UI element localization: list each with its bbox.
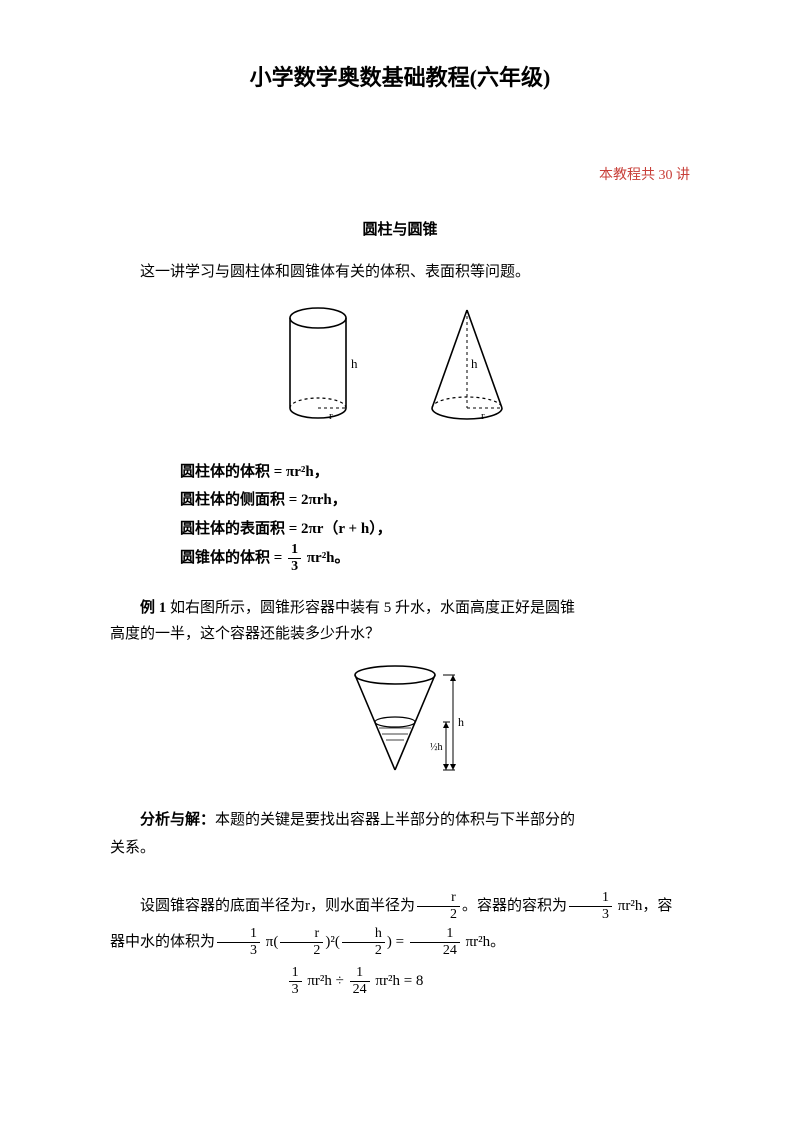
example-1: 例 1 如右图所示，圆锥形容器中装有 5 升水，水面高度正好是圆锥 (110, 596, 690, 620)
cone-h-label: h (471, 356, 478, 371)
analysis-label: 分析与解： (140, 812, 215, 828)
formula-2: 圆柱体的侧面积 = 2πrh， (180, 486, 690, 515)
cone-diagram: h r (407, 300, 527, 430)
equation-final: 13 πr²h ÷ 124 πr²h = 8 (20, 966, 690, 997)
cylinder-h-label: h (351, 356, 358, 371)
figure-inverted-cone: h ½h (110, 660, 690, 788)
example-label: 例 1 (140, 600, 166, 616)
example-text-2: 高度的一半，这个容器还能装多少升水？ (110, 622, 690, 646)
example-text-1: 如右图所示，圆锥形容器中装有 5 升水，水面高度正好是圆锥 (166, 600, 575, 616)
intro-text: 这一讲学习与圆柱体和圆锥体有关的体积、表面积等问题。 (110, 260, 690, 284)
cylinder-diagram: r h (273, 300, 373, 430)
figure-cylinder-cone: r h h r (110, 300, 690, 438)
formula-3: 圆柱体的表面积 = 2πr（r + h）， (180, 515, 690, 544)
analysis: 分析与解：本题的关键是要找出容器上半部分的体积与下半部分的 (110, 808, 690, 832)
analysis-text-1: 本题的关键是要找出容器上半部分的体积与下半部分的 (215, 812, 575, 828)
formula-1: 圆柱体的体积 = πr²h， (180, 458, 690, 487)
math-paragraph: 设圆锥容器的底面半径为r，则水面半径为r2。容器的容积为13 πr²h，容 器中… (110, 888, 690, 960)
cone2-h-label: h (458, 715, 464, 729)
analysis-text-2: 关系。 (110, 836, 690, 860)
lecture-count: 本教程共 30 讲 (110, 165, 690, 187)
section-title: 圆柱与圆锥 (110, 218, 690, 242)
cylinder-r-label: r (329, 410, 333, 422)
cone-r-label: r (481, 410, 485, 422)
formula-block: 圆柱体的体积 = πr²h， 圆柱体的侧面积 = 2πrh， 圆柱体的表面积 =… (180, 458, 690, 575)
page-title: 小学数学奥数基础教程(六年级) (110, 60, 690, 95)
formula-4: 圆锥体的体积 = 13 πr²h。 (180, 543, 690, 574)
cone2-half-label: ½h (430, 742, 443, 753)
